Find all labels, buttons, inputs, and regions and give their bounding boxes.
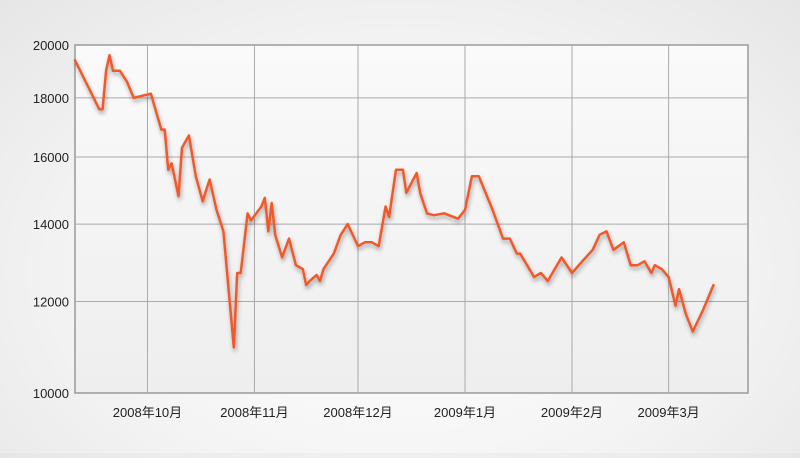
plot-area — [74, 44, 749, 394]
series-layer — [73, 53, 715, 349]
series-line — [73, 53, 715, 349]
x-tick-label: 2008年11月 — [220, 405, 288, 420]
x-tick-label: 2008年10月 — [113, 405, 182, 420]
y-tick-label: 14000 — [33, 217, 69, 232]
x-tick-label: 2009年2月 — [541, 405, 603, 420]
x-tick-label: 2008年12月 — [323, 405, 392, 420]
y-tick-label: 20000 — [33, 38, 69, 53]
x-tick-label: 2009年3月 — [638, 405, 700, 420]
y-gridlines — [75, 97, 748, 302]
y-tick-label: 12000 — [33, 294, 69, 309]
y-tick-label: 18000 — [33, 91, 69, 106]
y-tick-label: 10000 — [33, 386, 69, 401]
x-tick-label: 2009年1月 — [434, 405, 496, 420]
y-tick-label: 16000 — [33, 150, 69, 165]
x-axis-tick-labels: 2008年10月 2008年11月 2008年12月 2009年1月 2009年2月 20… — [113, 405, 700, 420]
x-gridlines — [146, 45, 670, 393]
y-axis-tick-labels: 10000 12000 14000 16000 18000 20000 — [33, 38, 69, 401]
